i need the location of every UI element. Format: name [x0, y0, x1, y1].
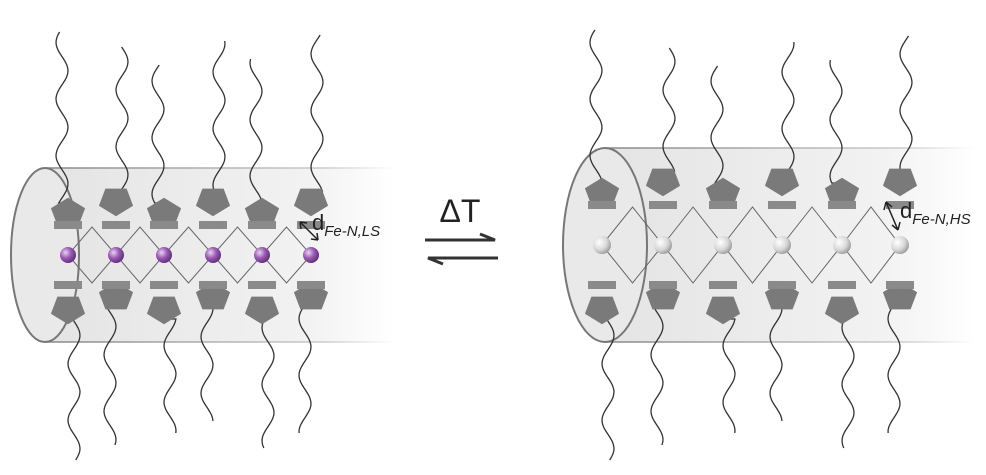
linker: [768, 201, 796, 209]
reverse-arrow: [428, 258, 498, 264]
linker: [199, 221, 227, 229]
linker: [768, 281, 796, 289]
linker: [248, 281, 276, 289]
label-main: d: [900, 198, 912, 223]
linker: [649, 281, 677, 289]
fe-atom: [891, 236, 909, 254]
fe-atom: [654, 236, 672, 254]
fe-atom: [205, 247, 221, 263]
label-sub: Fe-N,HS: [912, 211, 970, 228]
fe-atom: [60, 247, 76, 263]
linker: [54, 221, 82, 229]
linker: [248, 221, 276, 229]
fe-atom: [303, 247, 319, 263]
figure: ΔT dFe-N,LS dFe-N,HS: [0, 0, 986, 475]
label-sub: Fe-N,LS: [324, 223, 380, 240]
fe-atom: [156, 247, 172, 263]
linker: [649, 201, 677, 209]
fe-atom: [714, 236, 732, 254]
fe-atom: [108, 247, 124, 263]
linker: [588, 201, 616, 209]
linker: [297, 281, 325, 289]
linker: [150, 281, 178, 289]
fe-atom: [254, 247, 270, 263]
linker: [709, 201, 737, 209]
linker: [102, 281, 130, 289]
linker: [828, 201, 856, 209]
linker: [886, 281, 914, 289]
arrow-label: ΔT: [440, 193, 481, 229]
linker: [588, 281, 616, 289]
fe-atom: [593, 236, 611, 254]
linker: [54, 281, 82, 289]
fe-atom: [773, 236, 791, 254]
linker: [709, 281, 737, 289]
linker: [150, 221, 178, 229]
fe-atom: [833, 236, 851, 254]
linker: [199, 281, 227, 289]
label-main: d: [312, 210, 324, 235]
linker: [102, 221, 130, 229]
forward-arrow: [425, 234, 495, 240]
linker: [828, 281, 856, 289]
